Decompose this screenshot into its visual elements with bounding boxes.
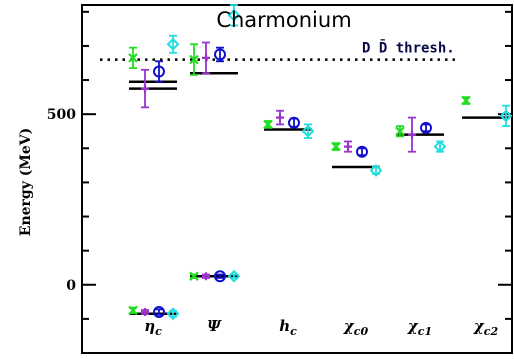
- data-point-x: [128, 46, 138, 70]
- chart-title: Charmonium: [216, 8, 351, 32]
- marker-circle: [356, 145, 368, 158]
- data-point-diamond: [166, 34, 180, 54]
- threshold-label: D D̄ thresh.: [362, 38, 455, 57]
- marker-diamond: [227, 269, 241, 283]
- data-point-circle: [153, 60, 165, 83]
- marker-diamond: [301, 124, 315, 138]
- marker-diamond: [499, 109, 513, 123]
- data-point-circle: [356, 145, 368, 158]
- marker-x: [128, 305, 138, 316]
- experiment-levels: [129, 71, 510, 316]
- data-point-plus: [202, 272, 210, 281]
- data-point-circle: [153, 306, 165, 319]
- marker-plus: [276, 113, 284, 122]
- data-point-x: [331, 141, 341, 152]
- data-point-diamond: [227, 4, 241, 27]
- y-tick-label: 0: [66, 278, 76, 294]
- data-point-x: [263, 119, 273, 130]
- marker-plus: [141, 308, 149, 317]
- data-point-x: [395, 125, 405, 138]
- marker-diamond: [433, 140, 447, 154]
- category-label: χc0: [343, 317, 369, 338]
- data-point-diamond: [301, 123, 315, 139]
- threshold-group: D D̄ thresh.: [100, 38, 455, 61]
- data-point-plus: [408, 116, 416, 153]
- data-point-x: [189, 43, 199, 76]
- marker-circle: [153, 306, 165, 319]
- marker-diamond: [369, 164, 383, 177]
- marker-x: [128, 53, 138, 63]
- plot-frame: [81, 4, 513, 354]
- marker-x: [461, 95, 471, 106]
- category-label: χc2: [473, 317, 499, 338]
- data-point-diamond: [499, 104, 513, 128]
- data-point-diamond: [166, 307, 180, 321]
- y-axis: 0 500: [47, 10, 512, 354]
- category-label: hc: [279, 317, 297, 338]
- marker-circle: [214, 270, 226, 283]
- marker-circle: [153, 65, 165, 78]
- data-point-plus: [344, 140, 352, 153]
- data-point-circle: [214, 46, 226, 63]
- data-point-circle: [288, 116, 300, 129]
- marker-plus: [408, 130, 416, 139]
- data-point-plus: [276, 109, 284, 126]
- data-point-diamond: [227, 269, 241, 283]
- marker-diamond: [166, 307, 180, 321]
- marker-x: [189, 271, 199, 282]
- marker-circle: [420, 121, 432, 134]
- marker-plus: [202, 272, 210, 281]
- marker-x: [189, 54, 199, 65]
- data-point-plus: [202, 41, 210, 75]
- data-point-circle: [420, 121, 432, 134]
- category-label: χc1: [407, 317, 432, 338]
- data-point-x: [461, 95, 471, 106]
- marker-x: [263, 119, 273, 130]
- marker-x: [331, 141, 341, 152]
- marker-x: [395, 126, 405, 137]
- data-point-x: [189, 271, 199, 282]
- marker-diamond: [166, 37, 180, 51]
- y-axis-label: Energy (MeV): [18, 128, 34, 236]
- marker-plus: [141, 84, 149, 93]
- data-point-x: [128, 305, 138, 316]
- y-tick-label: 500: [47, 107, 76, 123]
- category-label: Ψ: [207, 317, 222, 335]
- marker-circle: [288, 116, 300, 129]
- data-point-circle: [214, 270, 226, 283]
- data-points: [128, 4, 513, 321]
- data-point-plus: [141, 68, 149, 109]
- category-label: ηc: [144, 317, 162, 338]
- data-point-diamond: [369, 164, 383, 177]
- marker-plus: [344, 142, 352, 151]
- marker-plus: [202, 53, 210, 62]
- marker-diamond: [227, 8, 241, 22]
- marker-circle: [214, 48, 226, 61]
- data-point-diamond: [433, 140, 447, 154]
- data-point-plus: [141, 308, 149, 317]
